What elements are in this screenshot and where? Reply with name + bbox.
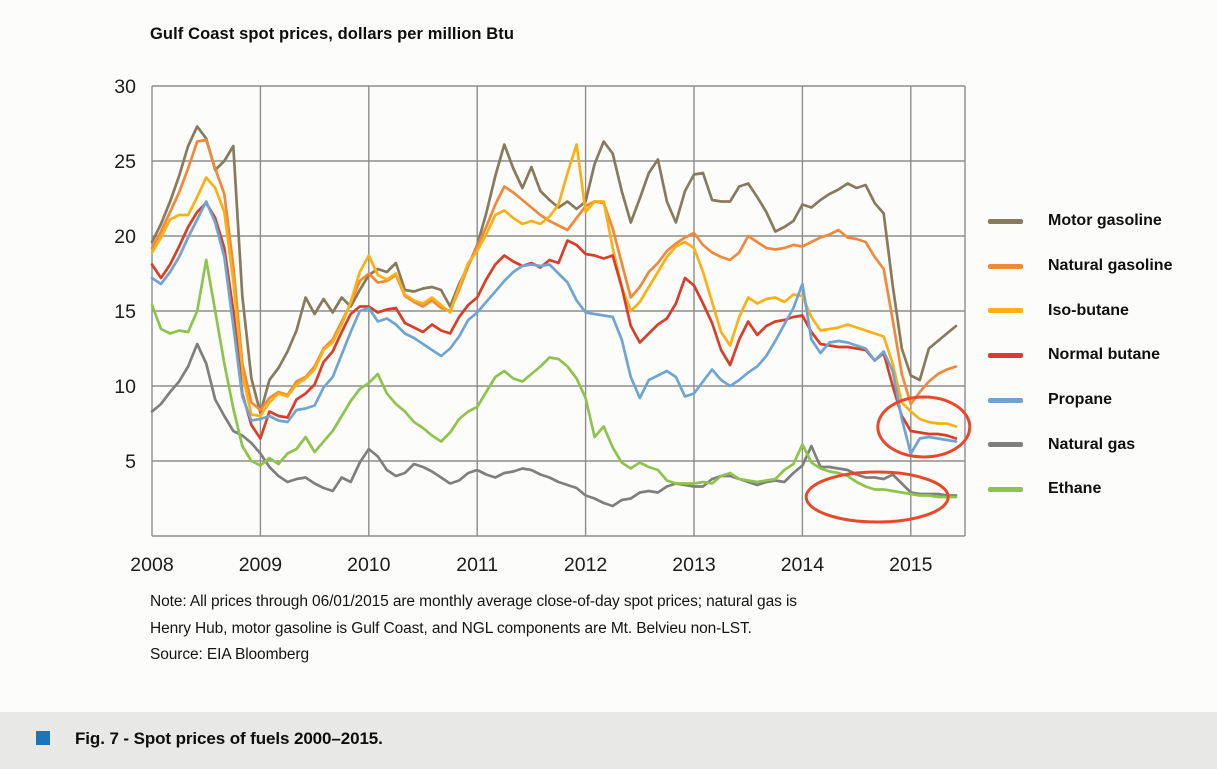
y-axis-tick-label-5: 5 (125, 451, 136, 473)
y-axis-tick-label-15: 15 (114, 301, 136, 323)
legend-swatch-normal-butane (988, 352, 1023, 358)
series-line-natural-gas (150, 342, 958, 508)
legend-label-natural-gasoline: Natural gasoline (1048, 257, 1173, 275)
chart-legend: Motor gasoline Natural gasoline Iso-butane… (988, 199, 1208, 512)
x-axis-tick-label-2009: 2009 (239, 554, 282, 576)
x-axis-tick-label-2015: 2015 (889, 554, 933, 576)
legend-swatch-propane (988, 397, 1023, 403)
source-line: Source: EIA Bloomberg (150, 646, 310, 663)
legend-item-normal-butane: Normal butane (988, 333, 1208, 378)
annotation-ellipse-ngl-prices-circle (876, 395, 972, 459)
note-line-2: Henry Hub, motor gasoline is Gulf Coast,… (150, 619, 752, 637)
x-axis-tick-label-2010: 2010 (347, 554, 391, 576)
legend-item-natural-gasoline: Natural gasoline (988, 244, 1208, 289)
series-line-propane (150, 200, 958, 455)
legend-item-ethane: Ethane (988, 467, 1208, 512)
annotation-ellipse-gas-ethane-prices-circle (804, 470, 950, 524)
legend-swatch-natural-gasoline (988, 263, 1023, 269)
legend-item-motor-gasoline: Motor gasoline (988, 199, 1208, 244)
legend-label-propane: Propane (1048, 391, 1113, 409)
series-line-ethane (150, 258, 958, 499)
series-line-natural-gasoline (150, 138, 958, 412)
caption-band (0, 712, 1217, 769)
series-line-motor-gasoline (150, 125, 958, 415)
legend-label-motor-gasoline: Motor gasoline (1048, 212, 1162, 230)
legend-label-ethane: Ethane (1048, 480, 1102, 498)
note-line-1: Note: All prices through 06/01/2015 are … (150, 593, 797, 610)
chart-note: Note: All prices through 06/01/2015 are … (150, 589, 850, 669)
caption-square-marker (36, 731, 50, 745)
y-axis-tick-label-25: 25 (114, 151, 136, 173)
legend-swatch-iso-butane (988, 308, 1023, 314)
x-axis-tick-label-2013: 2013 (672, 554, 715, 576)
legend-swatch-motor-gasoline (988, 218, 1023, 224)
x-axis-tick-label-2012: 2012 (564, 554, 607, 576)
x-axis-tick-label-2011: 2011 (456, 554, 498, 576)
legend-item-iso-butane: Iso-butane (988, 288, 1208, 333)
spot-prices-line-chart: 5 10 15 20 25 30 2008 2009 2010 2011 2012 2013 2014 2… (114, 76, 972, 576)
legend-swatch-natural-gas (988, 442, 1023, 448)
x-axis-tick-label-2014: 2014 (781, 554, 825, 576)
series-line-iso-butane (150, 143, 958, 428)
legend-label-natural-gas: Natural gas (1048, 435, 1136, 453)
legend-label-normal-butane: Normal butane (1048, 346, 1161, 364)
legend-item-natural-gas: Natural gas (988, 422, 1208, 467)
x-axis-tick-label-2008: 2008 (130, 554, 173, 576)
legend-swatch-ethane (988, 486, 1023, 492)
legend-item-propane: Propane (988, 378, 1208, 423)
series-line-normal-butane (150, 201, 958, 440)
figure-caption: Fig. 7 - Spot prices of fuels 2000–2015. (75, 729, 383, 748)
y-axis-tick-label-20: 20 (114, 226, 136, 248)
y-axis-tick-label-10: 10 (114, 376, 136, 398)
chart-title: Gulf Coast spot prices, dollars per mill… (150, 25, 515, 43)
legend-label-iso-butane: Iso-butane (1048, 301, 1129, 319)
y-axis-tick-label-30: 30 (114, 76, 136, 98)
